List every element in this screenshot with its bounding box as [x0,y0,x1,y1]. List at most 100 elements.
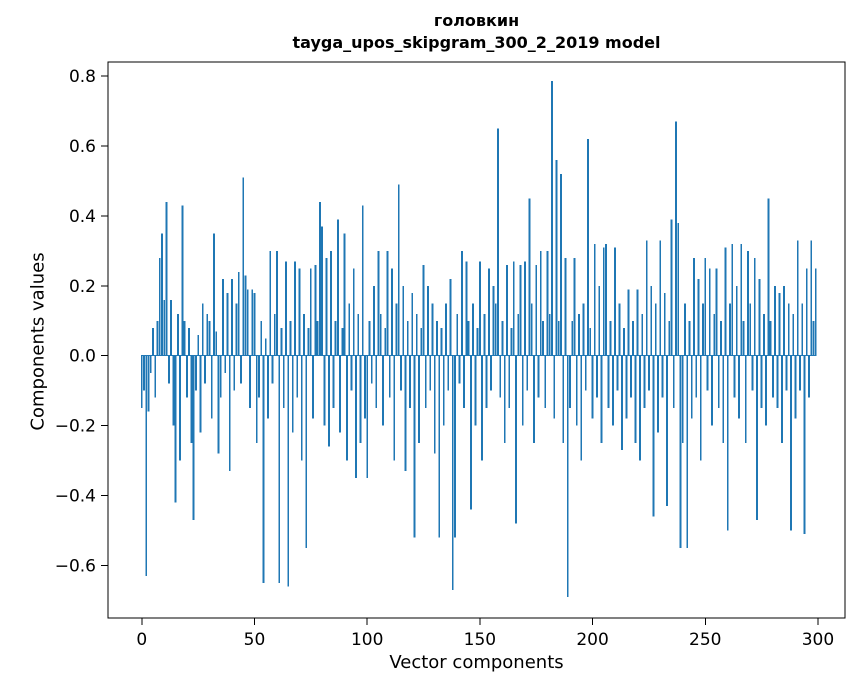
bar [140,355,143,409]
bar [273,313,276,356]
bar [228,355,231,472]
bar [593,243,596,356]
bar [240,355,242,384]
bar [733,355,736,398]
bar [386,250,389,356]
bar [609,320,612,356]
bar [174,355,177,503]
bar [260,320,263,356]
y-tick-label: 0.0 [69,347,96,367]
bar [650,285,653,356]
bar [181,205,184,356]
bar [501,320,504,356]
bar [589,327,592,356]
bar [251,289,254,356]
bar [731,243,734,356]
bar [294,261,296,356]
bar [555,159,558,356]
bar [481,355,484,461]
y-tick-label: −0.4 [55,487,96,507]
bar [729,303,731,356]
bar [359,355,362,444]
bar [512,261,515,356]
bar [318,201,321,356]
bar [422,264,425,356]
bar [776,355,779,409]
bar [472,303,475,356]
bar [237,271,240,356]
bar [566,355,569,598]
bar [339,355,342,433]
bar [616,355,619,391]
bar [149,355,152,374]
bar [657,355,659,433]
bar [467,320,470,356]
bar [758,278,761,356]
bar [686,355,689,549]
bar [172,355,175,426]
bar [197,334,200,356]
bar [726,355,729,531]
bar [397,184,400,356]
bar [305,355,308,549]
bar [740,243,743,356]
bar [267,355,269,419]
bar [551,81,553,356]
bar [510,327,513,356]
chart-title-word: головкин [433,11,520,30]
bar [442,355,445,426]
bar [262,355,265,584]
bar [792,313,795,356]
bar [219,355,222,398]
bar [634,355,637,444]
bar [276,250,278,356]
bar [478,261,481,356]
bar [231,278,233,356]
bar [411,292,414,356]
x-tick-label: 200 [576,630,608,650]
bar [702,303,704,356]
bar [332,355,335,409]
bar [458,355,461,384]
bar [436,320,438,356]
bar [206,313,209,356]
bar [517,313,520,356]
bar [190,355,193,444]
x-axis-label: Vector components [389,652,564,673]
bar [485,355,488,409]
bar [605,243,607,356]
bar [255,355,258,444]
bar [790,355,792,531]
bar [744,355,747,444]
bar [307,327,310,356]
bar [537,355,540,398]
bar [323,355,326,426]
bar [445,303,447,356]
bar [521,355,524,426]
bar [675,121,677,356]
bar [720,320,722,356]
bar [533,355,535,444]
bar [375,355,378,409]
bar [418,355,420,444]
chart-title-model: tayga_upos_skipgram_300_2_2019 model [292,32,661,52]
bar [627,289,630,356]
bar [697,278,700,356]
bar [188,327,191,356]
bar [530,303,533,356]
bar [735,285,738,356]
bar [199,355,202,433]
bar [440,327,443,356]
bar [771,355,774,398]
bar [803,355,806,535]
y-tick-label: 0.2 [69,277,96,297]
bar [600,355,603,444]
bar [341,327,344,356]
bar [623,327,626,356]
bar [316,320,319,356]
bar [652,355,655,517]
bar [607,355,610,409]
bar [357,313,360,356]
bar [350,355,353,391]
bar [233,355,236,391]
